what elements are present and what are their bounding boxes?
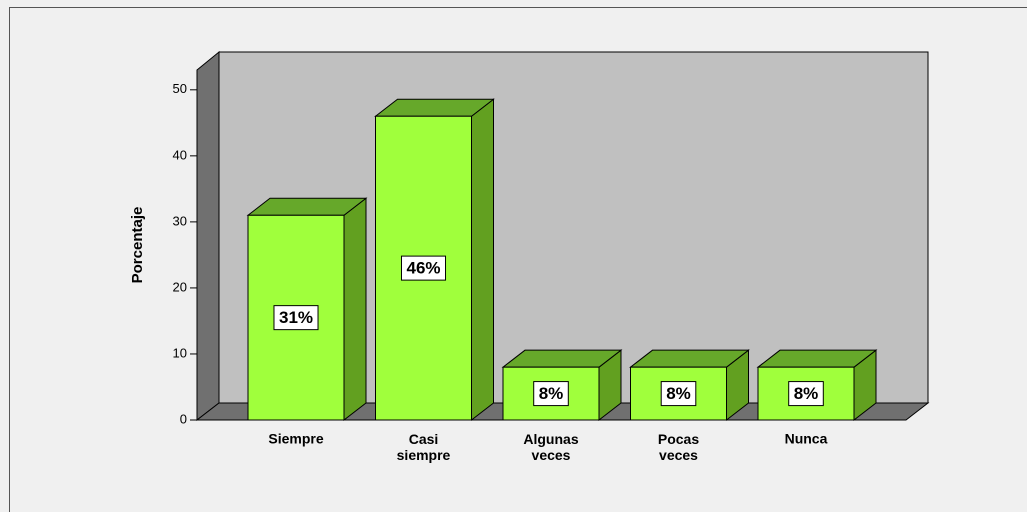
y-axis-title: Porcentaje [129, 207, 146, 284]
y-tick-label: 20 [173, 279, 187, 294]
x-tick-label: Pocas veces [658, 431, 699, 463]
y-tick-label: 40 [173, 147, 187, 162]
bar-side [343, 197, 367, 422]
value-label: 8% [539, 384, 564, 403]
x-tick-label: Casi siempre [397, 431, 451, 463]
value-label-group: 46% [400, 255, 447, 281]
y-tick-label: 50 [173, 81, 187, 96]
value-label: 46% [406, 259, 440, 278]
value-label-box [788, 381, 824, 407]
y-tick-label: 10 [173, 345, 187, 360]
side-wall [196, 50, 220, 422]
value-label-group: 8% [660, 381, 697, 407]
value-label-group: 8% [788, 381, 824, 407]
y-tick-label: 30 [173, 213, 187, 228]
value-label-box [400, 255, 447, 281]
x-tick-label: Nunca [785, 431, 828, 447]
x-tick-label: Siempre [268, 431, 323, 447]
value-label-group: 8% [533, 381, 569, 407]
bar-side [471, 98, 494, 422]
value-label-box [533, 381, 569, 407]
value-label-box [660, 381, 697, 407]
value-label-box [273, 305, 319, 331]
value-label: 8% [794, 384, 819, 403]
value-label: 8% [666, 384, 691, 403]
y-tick-label: 0 [180, 411, 187, 426]
x-tick-label: Algunas veces [523, 431, 578, 463]
value-label-group: 31% [273, 305, 319, 331]
value-label: 31% [279, 308, 313, 327]
